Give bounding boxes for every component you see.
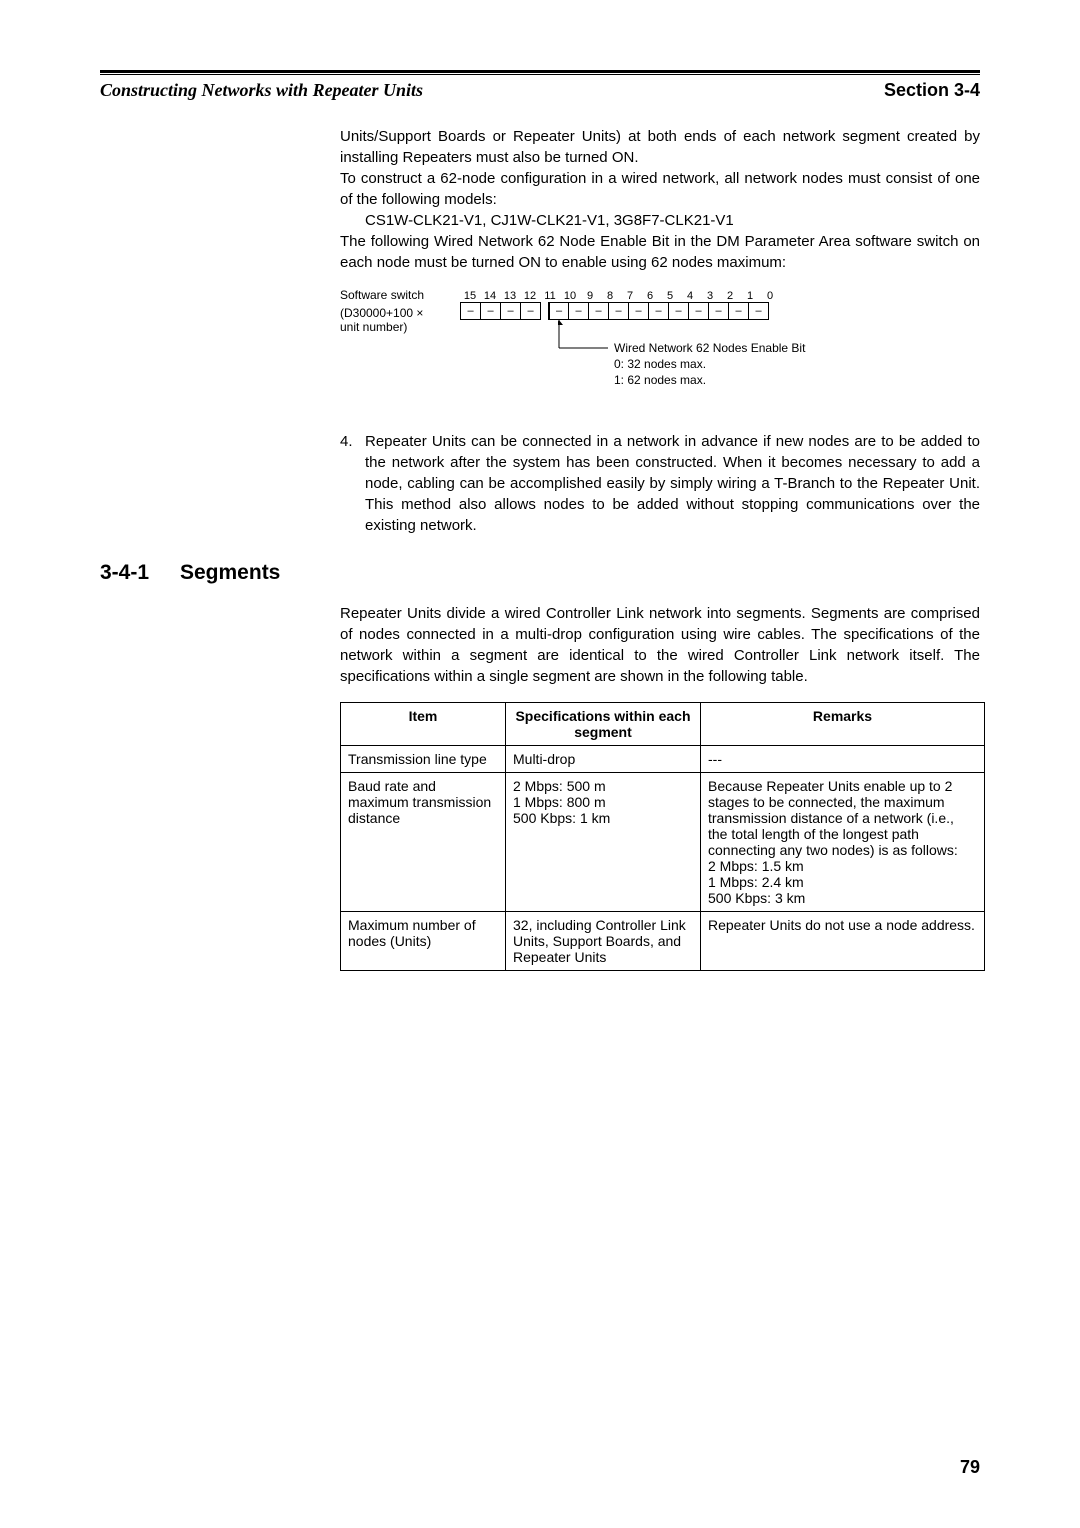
bit-num: 14 [480, 290, 500, 302]
top-rule [100, 70, 980, 75]
page-number: 79 [960, 1457, 980, 1478]
bit-num: 5 [660, 290, 680, 302]
bit-cell: – [689, 302, 709, 320]
bit-num: 11 [540, 290, 560, 302]
header-left: Constructing Networks with Repeater Unit… [100, 80, 423, 101]
cell: Transmission line type [341, 746, 506, 773]
bit-cell: – [569, 302, 589, 320]
bit-cell: – [629, 302, 649, 320]
bit-diagram: Software switch 15 14 13 12 11 10 9 8 7 … [340, 288, 980, 383]
bit-numbers: 15 14 13 12 11 10 9 8 7 6 5 4 3 2 1 0 [460, 290, 780, 302]
cell: Multi-drop [506, 746, 701, 773]
section-num: 3-4-1 [100, 561, 180, 585]
bit-cell: – [749, 302, 769, 320]
para1: Units/Support Boards or Repeater Units) … [340, 128, 980, 166]
models-line: CS1W-CLK21-V1, CJ1W-CLK21-V1, 3G8F7-CLK2… [365, 210, 980, 231]
bit-cell-gap [541, 302, 549, 320]
table-header-row: Item Specifications within each segment … [341, 703, 985, 746]
bit-cell: – [549, 302, 569, 320]
bit-label1: Software switch [340, 288, 460, 302]
bit-num: 7 [620, 290, 640, 302]
bit-cell: – [481, 302, 501, 320]
cell: 32, including Controller Link Units, Sup… [506, 912, 701, 971]
bit-cell: – [521, 302, 541, 320]
table-row: Maximum number of nodes (Units) 32, incl… [341, 912, 985, 971]
th-remarks: Remarks [701, 703, 985, 746]
bit-num: 15 [460, 290, 480, 302]
bit-legend3: 1: 62 nodes max. [614, 372, 805, 388]
bit-cell: – [709, 302, 729, 320]
bit-num: 3 [700, 290, 720, 302]
section-title: Segments [180, 561, 280, 585]
bit-num: 2 [720, 290, 740, 302]
bit-num: 6 [640, 290, 660, 302]
paragraph-block: Units/Support Boards or Repeater Units) … [340, 126, 980, 210]
header-right: Section 3-4 [884, 80, 980, 101]
cell: --- [701, 746, 985, 773]
bit-cell: – [729, 302, 749, 320]
bit-num: 1 [740, 290, 760, 302]
bit-num: 12 [520, 290, 540, 302]
bit-cell: – [649, 302, 669, 320]
table-row: Baud rate and maximum transmission dista… [341, 773, 985, 912]
bit-num: 13 [500, 290, 520, 302]
para2: To construct a 62-node configuration in … [340, 170, 980, 208]
bit-cell: – [461, 302, 481, 320]
table-row: Transmission line type Multi-drop --- [341, 746, 985, 773]
cell: 2 Mbps: 500 m 1 Mbps: 800 m 500 Kbps: 1 … [506, 773, 701, 912]
spec-table: Item Specifications within each segment … [340, 702, 985, 971]
cell: Because Repeater Units enable up to 2 st… [701, 773, 985, 912]
bit-cell: – [501, 302, 521, 320]
cell: Baud rate and maximum transmission dista… [341, 773, 506, 912]
bit-label3: unit number) [340, 320, 460, 334]
bit-cell: – [669, 302, 689, 320]
th-item: Item [341, 703, 506, 746]
list-item-4: 4. Repeater Units can be connected in a … [340, 431, 980, 536]
bit-num: 4 [680, 290, 700, 302]
item4-text: Repeater Units can be connected in a net… [365, 431, 980, 536]
section-heading: 3-4-1 Segments [100, 561, 980, 585]
bit-num: 8 [600, 290, 620, 302]
bit-legend1: Wired Network 62 Nodes Enable Bit [614, 340, 805, 356]
bit-cell: – [609, 302, 629, 320]
cell: Repeater Units do not use a node address… [701, 912, 985, 971]
bit-label2: (D30000+100 × [340, 306, 460, 320]
bit-num: 10 [560, 290, 580, 302]
bit-legend2: 0: 32 nodes max. [614, 356, 805, 372]
bit-num: 9 [580, 290, 600, 302]
bit-cell: – [589, 302, 609, 320]
th-spec: Specifications within each segment [506, 703, 701, 746]
segments-para: Repeater Units divide a wired Controller… [340, 603, 980, 687]
bit-boxes: – – – – – – – – – – – – – – – [460, 302, 769, 320]
bit-num: 0 [760, 290, 780, 302]
para3: The following Wired Network 62 Node Enab… [340, 231, 980, 273]
page-header: Constructing Networks with Repeater Unit… [100, 80, 980, 101]
cell: Maximum number of nodes (Units) [341, 912, 506, 971]
item4-num: 4. [340, 431, 365, 536]
